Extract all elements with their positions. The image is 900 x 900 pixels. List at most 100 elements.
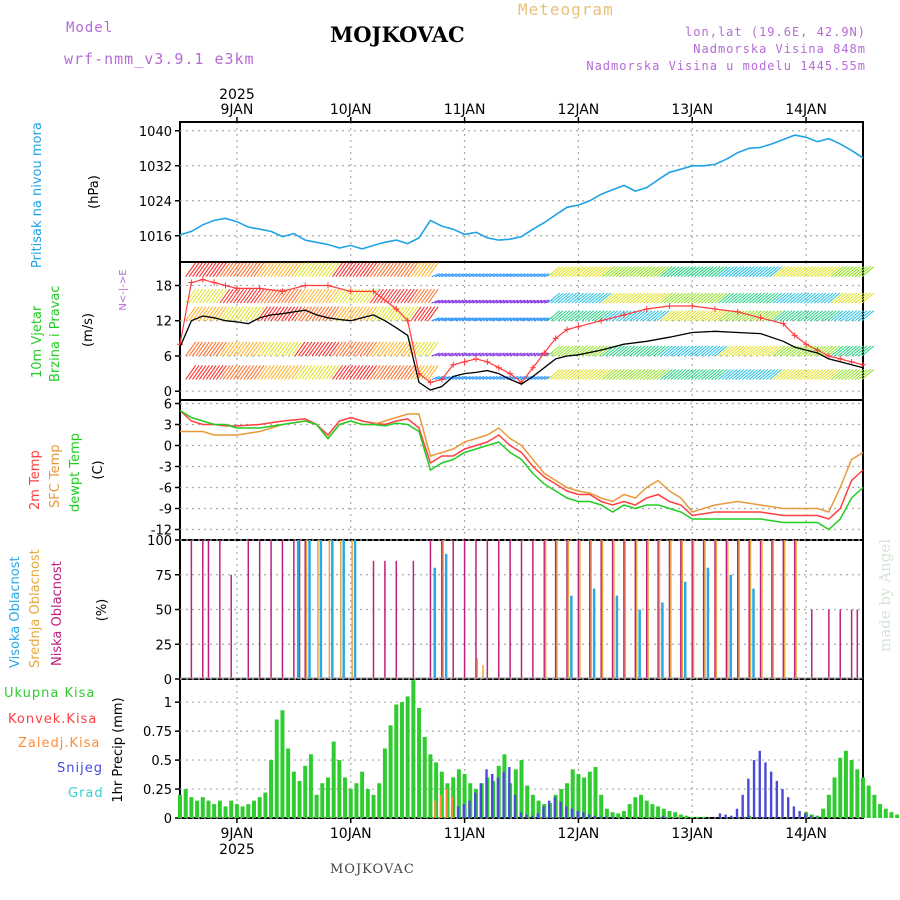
wind-arrow <box>397 288 408 304</box>
wind-arrow <box>844 266 858 278</box>
wind-arrow <box>660 292 673 304</box>
wind-arrow <box>482 317 491 322</box>
wind-arrow <box>796 266 810 278</box>
wind-arrow <box>376 262 388 277</box>
wind-arrow <box>366 306 378 322</box>
total-precip-bar <box>240 806 245 818</box>
total-precip-bar <box>832 777 837 818</box>
ytick-label-3-0: 0 <box>164 673 172 688</box>
wind-arrow <box>284 341 296 357</box>
wind-arrow <box>680 369 694 380</box>
wind-arrow <box>253 262 265 277</box>
total-precip-bar <box>599 794 604 818</box>
total-precip-bar <box>365 789 370 818</box>
wind-arrow <box>304 262 316 277</box>
wind-arrow <box>584 292 598 304</box>
wind-compass: N<-|->E <box>118 269 129 310</box>
wind-arrow <box>383 365 395 380</box>
snow-bar <box>462 804 465 818</box>
wind-arrow <box>369 306 381 322</box>
station-title: MOJKOVAC <box>330 22 465 47</box>
wind-arrow <box>694 345 707 357</box>
wind-arrow <box>397 306 408 322</box>
wind-arrow <box>530 273 539 278</box>
snow-bar <box>599 816 602 818</box>
wind-arrow <box>400 306 412 322</box>
total-precip-bar <box>297 780 302 818</box>
wind-arrow <box>540 273 550 278</box>
wind-arrow <box>738 345 752 357</box>
wind-arrow <box>301 262 313 277</box>
wind-arrow <box>192 341 203 357</box>
wind-arrow <box>591 292 605 304</box>
wind-arrow <box>198 288 210 304</box>
wind-arrow <box>527 352 536 357</box>
wind-arrow <box>690 292 704 304</box>
wind-arrow <box>410 306 422 322</box>
wind-arrow <box>496 299 505 304</box>
wind-arrow <box>608 345 622 357</box>
wind-arrow <box>492 375 502 380</box>
wind-arrow <box>246 365 258 380</box>
wind-arrow <box>649 345 663 357</box>
wind-arrow <box>530 352 539 357</box>
wind-arrow <box>441 299 450 304</box>
wind-arrow <box>209 365 221 380</box>
snow-bar <box>769 771 773 818</box>
wind-arrow <box>687 345 701 357</box>
wind-arrow <box>619 369 632 380</box>
wind-arrow <box>806 292 820 304</box>
wind-arrow <box>762 292 776 304</box>
wind-arrow <box>803 266 817 278</box>
wind-arrow <box>666 310 680 322</box>
wind-arrow <box>697 345 711 357</box>
snow-bar <box>513 794 517 818</box>
pressure-line <box>179 134 864 250</box>
wind-arrow <box>369 262 381 277</box>
snow-bar <box>604 816 608 818</box>
wind-arrow <box>687 292 701 304</box>
wind-arrow <box>236 288 248 304</box>
wind-arrow <box>462 375 471 380</box>
wind-arrow <box>554 345 567 357</box>
wind-arrow <box>315 288 326 304</box>
wind-arrow <box>403 288 415 304</box>
wind-arrow <box>653 266 666 278</box>
wind-arrow <box>222 288 234 304</box>
wind-arrow <box>373 306 384 322</box>
wind-arrow <box>728 292 741 304</box>
wind-arrow <box>482 273 491 278</box>
wind-arrow <box>431 317 440 322</box>
wind-arrow <box>321 341 333 357</box>
wind-arrow <box>520 352 529 357</box>
wind-arrow <box>458 375 468 380</box>
wind-arrow <box>188 288 200 304</box>
wind-arrow <box>584 369 598 380</box>
wind-arrow <box>595 345 608 357</box>
wind-arrow <box>786 292 800 304</box>
total-precip-bar <box>417 707 422 818</box>
lonlat-label: lon,lat (19.6E, 42.9N) <box>685 25 866 39</box>
wind-arrow <box>366 341 378 357</box>
wind-arrow <box>407 341 419 357</box>
wind-arrow <box>721 266 735 278</box>
snow-bar <box>747 778 750 818</box>
wind-arrow <box>468 273 478 278</box>
wind-arrow <box>687 310 701 322</box>
total-precip-bar <box>251 800 256 818</box>
total-precip-bar <box>849 760 854 818</box>
wind-arrow <box>263 306 275 322</box>
wind-arrow <box>680 345 694 357</box>
wind-arrow <box>250 306 261 322</box>
total-precip-bar <box>525 785 530 818</box>
wind-arrow <box>294 288 306 304</box>
wind-arrow <box>851 292 864 304</box>
wind-arrow <box>246 306 258 322</box>
wind-arrow <box>506 317 515 322</box>
wind-arrow <box>192 365 203 380</box>
total-precip-bar <box>616 813 621 818</box>
wind-arrow <box>735 369 748 380</box>
wind-arrow <box>253 365 265 380</box>
wind-arrow <box>847 310 861 322</box>
snow-bar <box>525 814 528 818</box>
